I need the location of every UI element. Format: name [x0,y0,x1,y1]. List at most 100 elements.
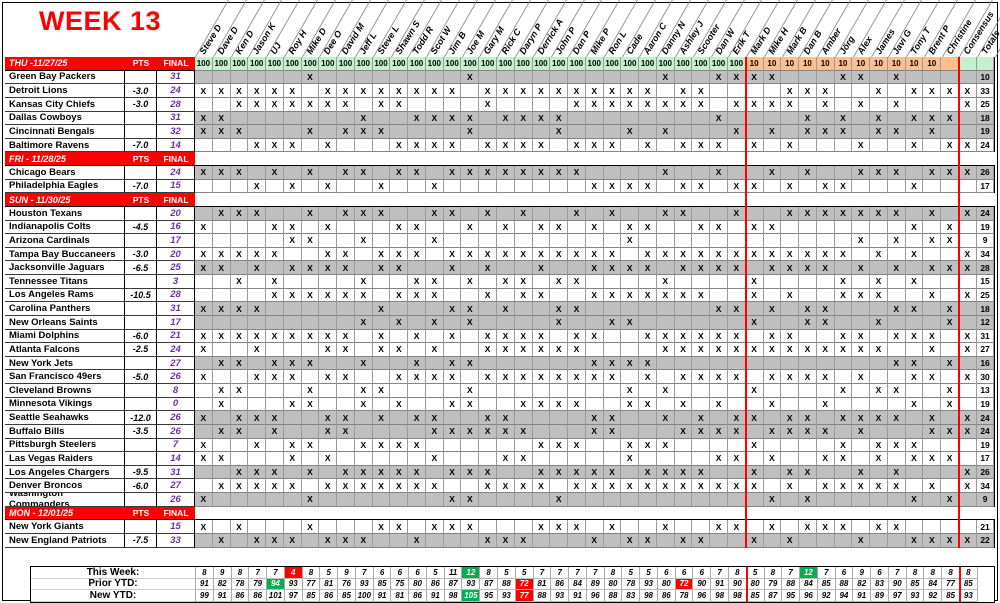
pick-cell[interactable] [763,384,782,398]
pick-cell[interactable] [870,424,888,439]
pick-cell[interactable] [390,275,409,289]
pick-cell[interactable]: X [870,111,888,126]
summary-value-cell[interactable]: 88 [604,590,623,602]
pick-cell[interactable] [603,220,622,235]
pick-cell[interactable]: X [887,234,906,248]
pick-cell[interactable]: X [603,97,622,112]
pick-cell[interactable] [745,520,764,534]
pick-cell[interactable]: X [319,261,338,275]
pick-cell[interactable] [283,493,302,507]
pick-cell[interactable] [745,370,764,384]
pick-cell[interactable]: X [550,275,569,289]
pick-cell[interactable] [354,370,373,384]
team-name-cell[interactable]: Las Vegas Raiders [5,452,125,466]
pick-cell[interactable]: X [514,452,533,466]
pick-cell[interactable] [514,411,533,425]
pick-cell[interactable]: X [248,84,267,98]
pick-cell[interactable] [301,452,320,466]
pick-cell[interactable]: X [852,411,871,425]
pick-cell[interactable]: X [905,138,924,153]
pick-cell[interactable]: X [923,424,942,439]
pick-cell[interactable] [781,302,800,316]
pick-cell[interactable]: X [692,329,711,344]
pick-cell[interactable]: X [212,302,231,316]
summary-value-cell[interactable]: 5 [622,567,641,579]
pick-cell[interactable]: X [870,315,888,330]
pick-cell[interactable] [568,533,586,548]
pick-cell[interactable]: X [497,343,515,357]
pick-cell[interactable] [301,179,320,194]
pick-cell[interactable]: X [941,220,959,235]
pick-cell[interactable]: X [425,275,444,289]
pick-cell[interactable] [763,234,782,248]
pick-cell[interactable] [550,424,569,439]
pick-cell[interactable]: X [656,70,675,85]
pick-cell[interactable]: X [781,138,800,153]
pick-cell[interactable]: X [550,520,569,534]
pick-cell[interactable]: X [354,533,373,548]
pick-cell[interactable]: X [195,493,213,507]
pick-cell[interactable] [585,438,604,453]
pick-cell[interactable]: X [514,206,533,221]
pick-cell[interactable] [923,247,942,262]
pick-cell[interactable] [603,343,622,357]
pick-cell[interactable]: X [781,84,800,98]
pick-cell[interactable] [887,533,906,548]
pick-cell[interactable]: X [532,370,551,384]
pick-cell[interactable] [923,520,942,534]
pick-cell[interactable]: X [692,261,711,275]
pick-cell[interactable] [710,533,728,548]
pick-cell[interactable]: X [568,438,586,453]
pick-cell[interactable] [319,465,338,480]
pick-cell[interactable] [710,125,728,139]
summary-value-cell[interactable]: 91 [853,590,872,602]
pick-cell[interactable] [354,520,373,534]
pick-cell[interactable] [443,288,462,303]
consensus-cell[interactable] [958,493,977,507]
summary-value-cell[interactable]: 72 [675,578,694,591]
pts-cell[interactable] [125,493,157,507]
pick-cell[interactable] [639,343,657,357]
pick-cell[interactable] [621,166,640,180]
pick-cell[interactable] [301,411,320,425]
summary-value-cell[interactable]: 11 [444,567,463,579]
pick-cell[interactable] [354,179,373,194]
pick-cell[interactable]: X [674,329,693,344]
pick-cell[interactable]: X [461,220,480,235]
pick-cell[interactable] [532,452,551,466]
pick-cell[interactable] [870,70,888,85]
pick-cell[interactable]: X [461,247,480,262]
pick-cell[interactable] [887,84,906,98]
pick-cell[interactable] [852,356,871,371]
pick-cell[interactable]: X [887,465,906,480]
pick-cell[interactable] [941,125,959,139]
summary-value-cell[interactable]: 76 [338,578,356,591]
summary-value-cell[interactable]: 96 [800,590,818,602]
pick-cell[interactable] [727,315,746,330]
pick-cell[interactable] [727,533,746,548]
buyin-cell[interactable]: 100 [283,57,302,71]
pick-cell[interactable]: X [461,125,480,139]
pick-cell[interactable] [941,370,959,384]
pick-cell[interactable] [354,138,373,153]
pick-cell[interactable]: X [390,465,409,480]
pick-cell[interactable] [692,356,711,371]
pick-cell[interactable]: X [337,97,355,112]
buyin-cell[interactable]: 10 [870,57,888,71]
final-score-cell[interactable]: 31 [157,111,195,126]
pick-cell[interactable]: X [727,179,746,194]
pick-cell[interactable]: X [710,166,728,180]
pick-cell[interactable]: X [319,138,338,153]
pick-cell[interactable]: X [337,166,355,180]
pick-cell[interactable]: X [461,520,480,534]
pick-cell[interactable] [763,288,782,303]
pick-cell[interactable]: X [674,343,693,357]
pick-cell[interactable] [195,424,213,439]
pick-cell[interactable] [763,275,782,289]
pick-cell[interactable]: X [603,520,622,534]
pick-cell[interactable] [710,179,728,194]
pick-cell[interactable] [479,452,498,466]
pick-cell[interactable] [923,384,942,398]
pick-cell[interactable]: X [568,397,586,412]
pick-cell[interactable]: X [248,179,267,194]
